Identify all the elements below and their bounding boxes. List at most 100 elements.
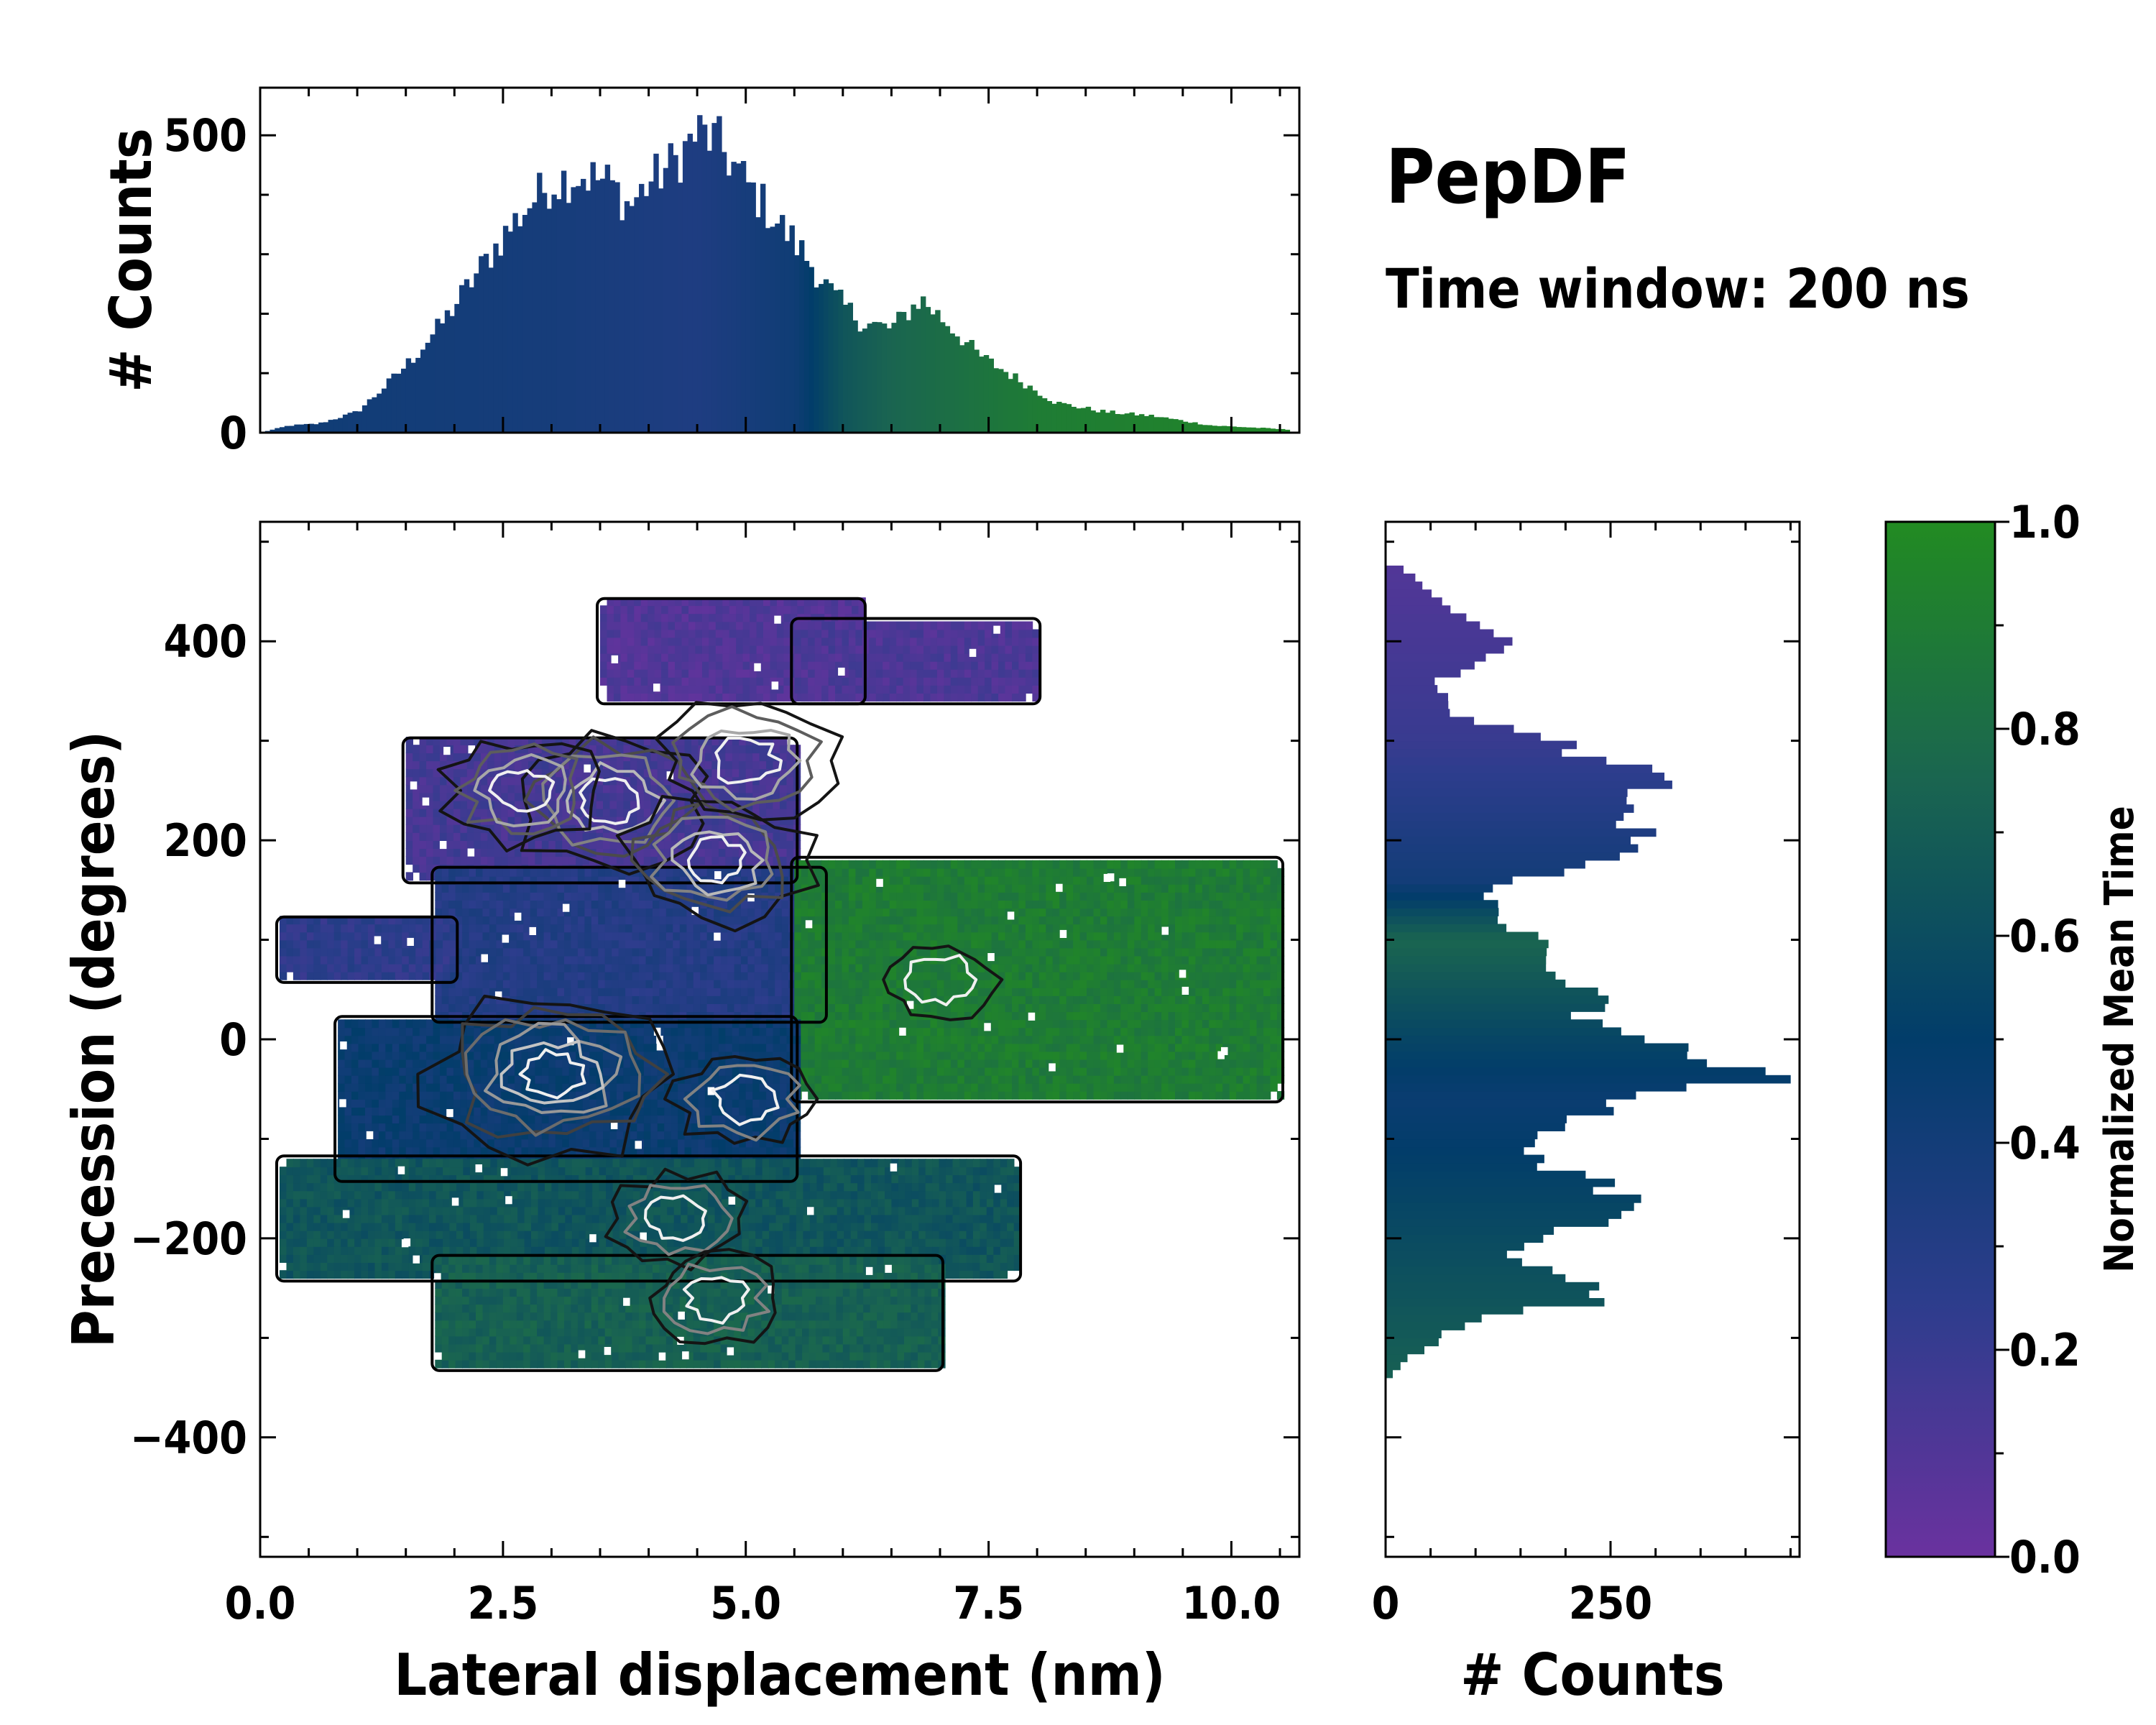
heatmap-bin bbox=[786, 753, 794, 762]
heatmap-bin bbox=[700, 988, 708, 996]
heatmap-bin bbox=[320, 947, 328, 957]
heatmap-bin bbox=[591, 908, 599, 917]
heatmap-bin bbox=[668, 605, 676, 615]
heatmap-bin bbox=[1127, 1059, 1135, 1068]
heatmap-bin bbox=[671, 840, 678, 849]
heatmap-bin bbox=[1100, 868, 1108, 877]
heatmap-bin bbox=[1046, 892, 1054, 901]
heatmap-bin bbox=[489, 1003, 497, 1013]
heatmap-bin bbox=[537, 908, 545, 917]
heatmap-bin bbox=[564, 916, 572, 925]
heatmap-bin bbox=[869, 971, 877, 980]
heatmap-bin bbox=[640, 661, 648, 670]
heatmap-bin bbox=[480, 808, 489, 817]
heatmap-bin bbox=[773, 816, 780, 825]
heatmap-bin bbox=[842, 875, 849, 885]
heatmap-bin bbox=[441, 908, 449, 917]
heatmap-bin bbox=[673, 884, 681, 893]
heatmap-bin bbox=[1087, 955, 1095, 965]
heatmap-bin bbox=[964, 1067, 972, 1076]
heatmap-bin bbox=[408, 924, 417, 933]
heatmap-bin bbox=[684, 753, 692, 762]
heatmap-bin bbox=[469, 884, 476, 893]
heatmap-bin bbox=[422, 955, 430, 965]
heatmap-bin bbox=[686, 916, 694, 925]
heatmap-bin bbox=[808, 1067, 816, 1076]
heatmap-bin bbox=[754, 900, 763, 909]
heatmap-bin bbox=[306, 916, 315, 925]
heatmap-bin bbox=[714, 900, 722, 909]
heatmap-bin bbox=[889, 1019, 897, 1029]
heatmap-bin bbox=[515, 776, 522, 786]
heatmap-bin bbox=[759, 808, 767, 817]
heatmap-bin bbox=[814, 1035, 822, 1044]
heatmap-bin bbox=[684, 792, 692, 801]
heatmap-bin bbox=[773, 745, 780, 754]
heatmap-bin bbox=[923, 939, 931, 949]
heatmap-bin bbox=[1032, 645, 1040, 654]
heatmap-bin bbox=[541, 768, 550, 778]
heatmap-bin bbox=[1025, 963, 1033, 972]
heatmap-bin bbox=[790, 597, 798, 607]
heatmap-bin bbox=[739, 792, 747, 801]
heatmap-bin bbox=[842, 924, 849, 933]
heatmap-bin bbox=[752, 776, 760, 786]
heatmap-bin bbox=[584, 939, 592, 949]
heatmap-bin bbox=[794, 668, 802, 678]
heatmap-bin bbox=[808, 963, 816, 972]
heatmap-bin bbox=[419, 824, 427, 833]
heatmap-bin bbox=[786, 856, 794, 865]
heatmap-bin bbox=[910, 908, 918, 917]
heatmap-bin bbox=[1079, 1075, 1087, 1084]
heatmap-bin bbox=[1113, 868, 1122, 877]
top-histogram-bar bbox=[668, 143, 673, 433]
heatmap-bin bbox=[756, 677, 764, 686]
heatmap-bin bbox=[426, 760, 434, 770]
heatmap-bin bbox=[835, 1059, 843, 1068]
heatmap-bin bbox=[985, 1051, 992, 1060]
heatmap-bin bbox=[889, 661, 897, 670]
heatmap-bin bbox=[745, 848, 753, 857]
heatmap-bin bbox=[1113, 1027, 1122, 1036]
heatmap-bin bbox=[977, 979, 985, 988]
heatmap-bin bbox=[617, 745, 625, 754]
heatmap-bin bbox=[609, 832, 617, 841]
heatmap-bin bbox=[875, 988, 884, 996]
top-histogram-bar bbox=[833, 290, 839, 433]
heatmap-bin bbox=[604, 1003, 612, 1013]
heatmap-bin bbox=[706, 979, 714, 988]
heatmap-bin bbox=[571, 924, 579, 933]
heatmap-bin bbox=[801, 677, 808, 686]
heatmap-bin bbox=[634, 693, 642, 702]
heatmap-bin bbox=[1005, 629, 1013, 638]
heatmap-bin bbox=[1005, 875, 1013, 885]
heatmap-bin bbox=[1079, 892, 1087, 901]
heatmap-bin bbox=[1038, 932, 1047, 941]
top-histogram-bar bbox=[338, 418, 344, 433]
heatmap-bin bbox=[426, 816, 434, 825]
heatmap-bin bbox=[1032, 1067, 1040, 1076]
heatmap-bin bbox=[903, 955, 911, 965]
heatmap-bin bbox=[889, 963, 897, 972]
heatmap-bin bbox=[440, 824, 448, 833]
heatmap-bin bbox=[896, 892, 904, 901]
heatmap-bin bbox=[589, 737, 597, 745]
heatmap-bin bbox=[761, 932, 769, 941]
heatmap-bin bbox=[1107, 1082, 1115, 1092]
heatmap-bin bbox=[781, 979, 789, 988]
heatmap-bin bbox=[1018, 955, 1026, 965]
heatmap-bin bbox=[361, 924, 369, 933]
heatmap-bin bbox=[482, 939, 490, 949]
heatmap-bin bbox=[916, 653, 924, 662]
heatmap-bin bbox=[808, 971, 816, 980]
heatmap-bin bbox=[415, 971, 423, 980]
heatmap-bin bbox=[855, 939, 863, 949]
heatmap-bin bbox=[725, 824, 733, 833]
heatmap-bin bbox=[855, 908, 863, 917]
heatmap-bin bbox=[754, 932, 763, 941]
heatmap-bin bbox=[828, 677, 836, 686]
heatmap-bin bbox=[557, 939, 565, 949]
heatmap-bin bbox=[1018, 645, 1026, 654]
heatmap-bin bbox=[848, 677, 857, 686]
heatmap-bin bbox=[675, 645, 683, 654]
